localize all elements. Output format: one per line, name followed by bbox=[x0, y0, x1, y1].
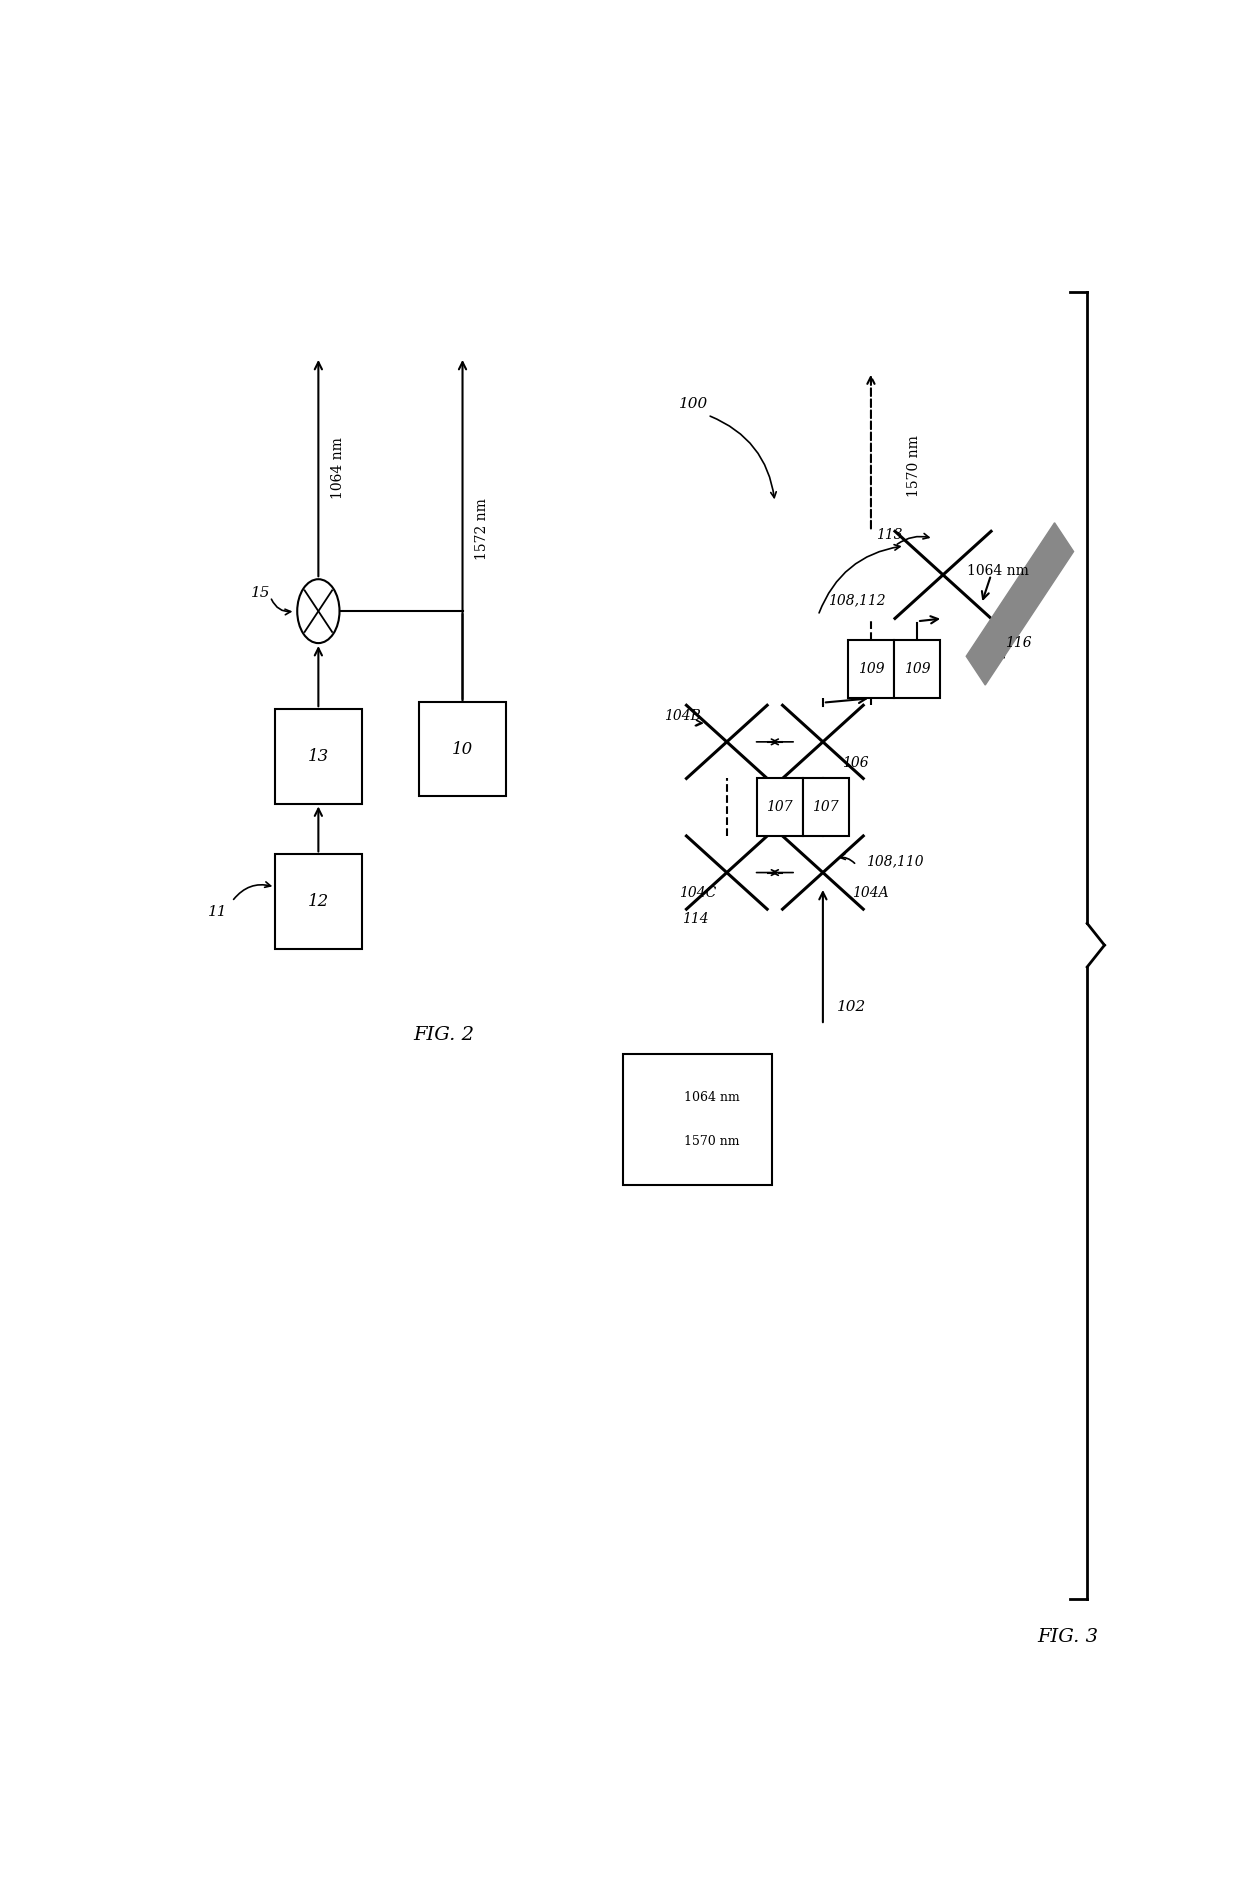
Text: FIG. 3: FIG. 3 bbox=[1038, 1628, 1099, 1646]
Text: 15: 15 bbox=[250, 587, 270, 600]
Text: 107: 107 bbox=[812, 800, 839, 815]
Text: 1572 nm: 1572 nm bbox=[475, 498, 489, 560]
Text: 11: 11 bbox=[208, 905, 227, 918]
Text: 107: 107 bbox=[766, 800, 792, 815]
FancyBboxPatch shape bbox=[756, 779, 802, 835]
Text: 104A: 104A bbox=[852, 886, 888, 900]
Text: 109: 109 bbox=[858, 662, 884, 677]
Text: 13: 13 bbox=[308, 749, 329, 766]
Text: 109: 109 bbox=[904, 662, 930, 677]
FancyBboxPatch shape bbox=[419, 702, 506, 796]
Text: 113: 113 bbox=[875, 528, 903, 541]
Text: 1064 nm: 1064 nm bbox=[684, 1092, 740, 1103]
Text: FIG. 2: FIG. 2 bbox=[413, 1026, 474, 1043]
Text: 1570 nm: 1570 nm bbox=[906, 436, 920, 496]
FancyBboxPatch shape bbox=[848, 639, 894, 698]
Text: 12: 12 bbox=[308, 894, 329, 911]
Text: 108,112: 108,112 bbox=[828, 592, 885, 607]
Polygon shape bbox=[966, 522, 1074, 685]
Text: 10: 10 bbox=[451, 741, 474, 758]
FancyBboxPatch shape bbox=[894, 639, 940, 698]
Text: 116: 116 bbox=[1006, 636, 1032, 651]
Text: 1570 nm: 1570 nm bbox=[684, 1135, 739, 1149]
FancyBboxPatch shape bbox=[802, 779, 849, 835]
Text: 106: 106 bbox=[842, 756, 869, 769]
Text: 114: 114 bbox=[682, 913, 708, 926]
Text: 104B: 104B bbox=[665, 709, 701, 722]
Text: 1064 nm: 1064 nm bbox=[967, 564, 1029, 577]
FancyBboxPatch shape bbox=[275, 709, 362, 803]
FancyBboxPatch shape bbox=[275, 854, 362, 949]
Text: 102: 102 bbox=[837, 1000, 867, 1013]
Text: 1064 nm: 1064 nm bbox=[331, 438, 345, 500]
Text: 104C: 104C bbox=[678, 886, 715, 900]
FancyBboxPatch shape bbox=[624, 1054, 773, 1184]
Text: 100: 100 bbox=[678, 396, 708, 411]
Text: 108,110: 108,110 bbox=[866, 854, 924, 868]
